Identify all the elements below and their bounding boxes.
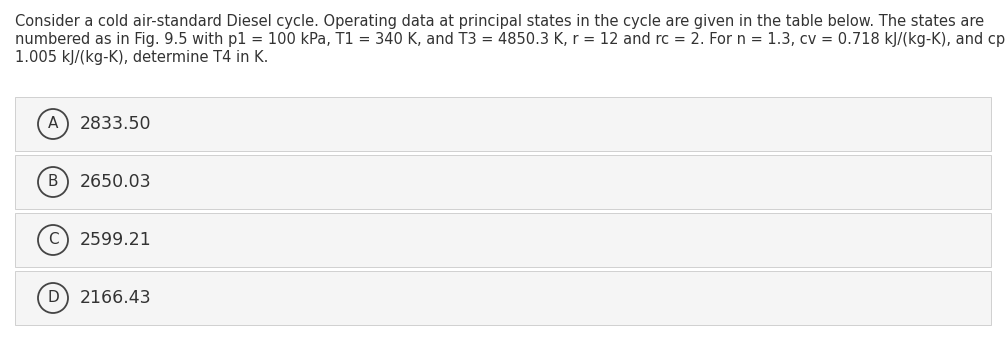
Text: numbered as in Fig. 9.5 with p1 = 100 kPa, T1 = 340 K, and T3 = 4850.3 K, r = 12: numbered as in Fig. 9.5 with p1 = 100 kP… — [15, 32, 1006, 47]
Bar — [15, 213, 991, 267]
Bar — [15, 155, 991, 209]
Text: B: B — [47, 174, 58, 190]
Text: D: D — [47, 291, 59, 305]
Text: 2166.43: 2166.43 — [80, 289, 152, 307]
Circle shape — [38, 225, 68, 255]
Text: 2599.21: 2599.21 — [80, 231, 152, 249]
Circle shape — [38, 283, 68, 313]
Circle shape — [38, 167, 68, 197]
Text: C: C — [47, 232, 58, 247]
Bar — [15, 97, 991, 151]
Text: 2833.50: 2833.50 — [80, 115, 152, 133]
Text: 1.005 kJ/(kg-K), determine T4 in K.: 1.005 kJ/(kg-K), determine T4 in K. — [15, 50, 269, 65]
Bar — [15, 271, 991, 325]
Circle shape — [38, 109, 68, 139]
Text: 2650.03: 2650.03 — [80, 173, 152, 191]
Text: A: A — [48, 117, 58, 132]
Text: Consider a cold air-standard Diesel cycle. Operating data at principal states in: Consider a cold air-standard Diesel cycl… — [15, 14, 984, 29]
